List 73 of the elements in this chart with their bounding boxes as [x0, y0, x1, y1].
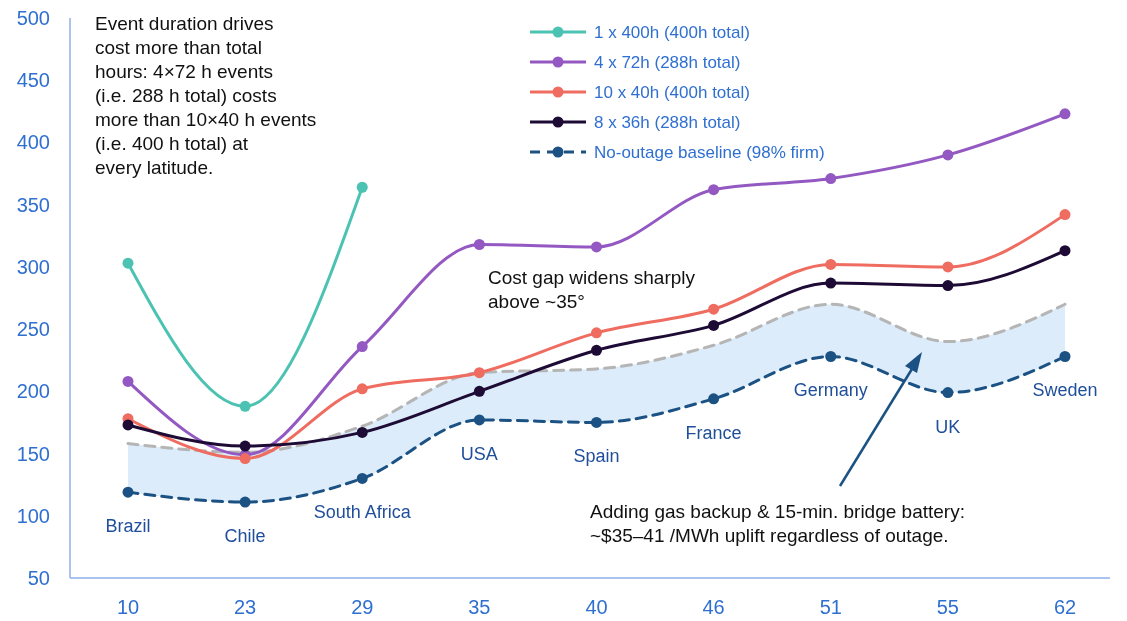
point — [122, 486, 134, 498]
point — [356, 383, 368, 395]
y-tick-label: 400 — [16, 131, 50, 154]
y-tick-label: 250 — [16, 318, 50, 341]
point — [591, 327, 602, 339]
annotation: USA — [460, 443, 498, 464]
annotation: Adding gas backup & 15-min. bridge battery: ~$35–41 /MWh uplift regardless of outage. — [590, 501, 965, 546]
x-tick-label: 46 — [702, 596, 725, 618]
annotation: Brazil — [105, 516, 151, 537]
point — [708, 319, 720, 331]
y-tick-label: 450 — [16, 69, 50, 92]
legend-label: 8 x 36h (288h total) — [594, 112, 741, 132]
y-tick-label: 350 — [16, 193, 50, 216]
point — [122, 419, 134, 431]
point — [239, 453, 251, 465]
x-tick-label: 35 — [468, 596, 491, 618]
point — [1059, 209, 1071, 221]
point — [356, 341, 368, 353]
point — [825, 258, 837, 270]
point — [825, 173, 837, 185]
point — [942, 149, 954, 161]
annotation: Chile — [224, 526, 266, 547]
point — [473, 367, 485, 379]
point — [708, 303, 720, 315]
legend-label: 1 x 400h (400h total) — [594, 22, 750, 42]
point — [356, 181, 368, 193]
x-tick-label: 62 — [1053, 596, 1077, 618]
annotation: Event duration drives cost more than total hours: 4×72 h events (i.e. 288 h total) costs more than 10×40 h events (i.e. 400 h total) at every latitude. — [95, 13, 317, 178]
point — [591, 416, 602, 428]
point — [356, 426, 368, 438]
point — [356, 472, 368, 484]
point — [708, 184, 720, 196]
point — [473, 238, 485, 250]
y-tick-label: 50 — [27, 567, 50, 589]
x-tick-label: 40 — [585, 596, 608, 618]
legend-label: 4 x 72h (288h total) — [594, 52, 741, 72]
point — [942, 261, 954, 273]
annotation: France — [685, 422, 742, 443]
point — [473, 385, 485, 397]
x-tick-label: 51 — [819, 596, 842, 618]
y-tick-label: 500 — [16, 7, 50, 29]
point — [122, 375, 134, 387]
point — [1059, 245, 1071, 257]
x-tick-label: 55 — [936, 596, 959, 618]
annotation: Cost gap widens sharply above ~35° — [488, 267, 696, 312]
annotation: South Africa — [313, 502, 412, 523]
legend-label: No-outage baseline (98% firm) — [594, 142, 825, 162]
point — [1059, 108, 1071, 120]
point — [825, 277, 837, 289]
annotation: Sweden — [1032, 380, 1098, 401]
legend-label: 10 x 40h (400h total) — [594, 82, 750, 102]
point — [591, 344, 602, 356]
y-tick-label: 300 — [16, 255, 50, 278]
y-tick-label: 150 — [16, 442, 50, 465]
point — [239, 400, 251, 412]
point — [473, 414, 485, 426]
point — [239, 496, 251, 508]
point — [942, 387, 954, 399]
point — [591, 241, 602, 253]
point — [122, 257, 134, 269]
x-tick-label: 23 — [234, 596, 257, 618]
annotation: UK — [935, 416, 961, 437]
x-tick-label: 10 — [116, 596, 140, 618]
point — [1059, 350, 1071, 362]
y-tick-label: 100 — [16, 504, 50, 527]
annotation: Germany — [793, 380, 868, 401]
point — [239, 440, 251, 452]
annotation: Spain — [573, 446, 620, 467]
point — [825, 350, 837, 362]
y-tick-label: 200 — [16, 380, 50, 403]
point — [942, 280, 954, 292]
point — [708, 393, 720, 405]
x-tick-label: 29 — [351, 596, 374, 618]
